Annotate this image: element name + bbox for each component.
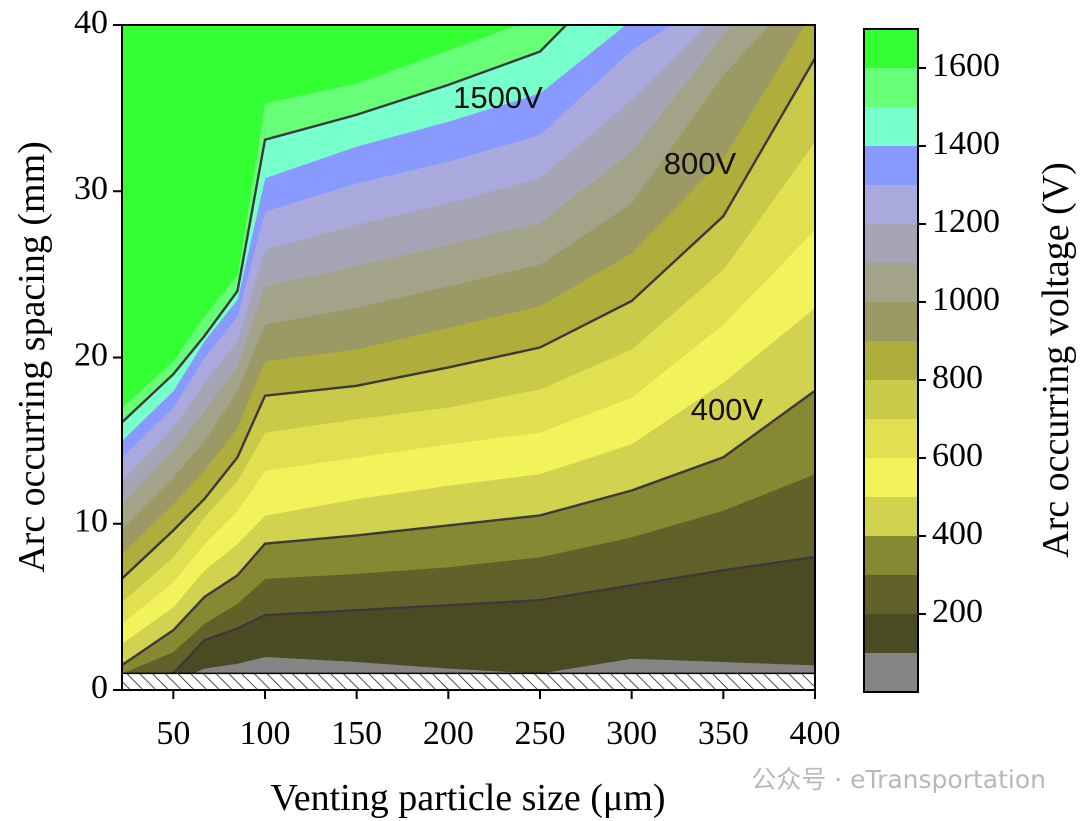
colorbar-segment [864, 302, 918, 341]
contour-bands [122, 25, 815, 690]
colorbar-tick-label: 200 [932, 593, 983, 630]
x-tick-label: 100 [240, 715, 291, 752]
contour-band [122, 25, 518, 408]
colorbar-segment [864, 341, 918, 380]
contour-label: 400V [691, 392, 764, 427]
colorbar-tick-label: 1400 [932, 125, 1000, 162]
colorbar-tick-label: 600 [932, 437, 983, 474]
y-tick-label: 40 [74, 4, 108, 41]
colorbar-title: Arc occurring voltage (V) [1035, 162, 1077, 558]
y-tick-label: 20 [74, 336, 108, 373]
contour-label: 800V [664, 146, 737, 181]
colorbar-segment [864, 185, 918, 224]
x-tick-label: 50 [156, 715, 190, 752]
y-tick-label: 0 [91, 669, 108, 706]
colorbar-segment [864, 458, 918, 497]
colorbar-segment [864, 575, 918, 614]
colorbar-segment [864, 497, 918, 536]
x-tick-label: 300 [606, 715, 657, 752]
colorbar-tick-label: 1200 [932, 203, 1000, 240]
contour-lines [122, 25, 815, 682]
colorbar-segment [864, 107, 918, 146]
colorbar-tick-label: 1000 [932, 281, 1000, 318]
contour-line [122, 57, 815, 580]
contour-label: 1500V [453, 80, 543, 115]
x-tick-label: 350 [698, 715, 749, 752]
colorbar-segment [864, 419, 918, 458]
colorbar-segment [864, 536, 918, 575]
contour-line [122, 555, 815, 682]
colorbar-segment [864, 224, 918, 263]
colorbar-tick-label: 1600 [932, 47, 1000, 84]
y-tick-label: 10 [74, 503, 108, 540]
colorbar-segment [864, 380, 918, 419]
contour-line [122, 25, 568, 424]
x-tick-label: 150 [331, 715, 382, 752]
x-axis-title: Venting particle size (μm) [271, 777, 666, 819]
hatched-region [121, 672, 816, 691]
colorbar-frame [863, 28, 919, 693]
colorbar-segment [864, 614, 918, 653]
colorbar-tick-label: 800 [932, 359, 983, 396]
x-tick-label: 200 [423, 715, 474, 752]
y-tick-label: 30 [74, 170, 108, 207]
colorbar-segment [864, 146, 918, 185]
colorbar-segment [864, 29, 918, 68]
x-tick-label: 400 [790, 715, 841, 752]
y-axis-title: Arc occurring spacing (mm) [11, 141, 53, 573]
contour-line [122, 389, 815, 667]
overlay: 1500V 800V 400V 50 100 150 200 250 300 350 400 0 10 2… [74, 4, 1000, 752]
colorbar-segment [864, 263, 918, 302]
watermark: 公众号 · eTransportation [751, 765, 1046, 794]
colorbar-segment [864, 68, 918, 107]
colorbar-segment [864, 653, 918, 692]
colorbar-tick-label: 400 [932, 515, 983, 552]
x-tick-label: 250 [515, 715, 566, 752]
